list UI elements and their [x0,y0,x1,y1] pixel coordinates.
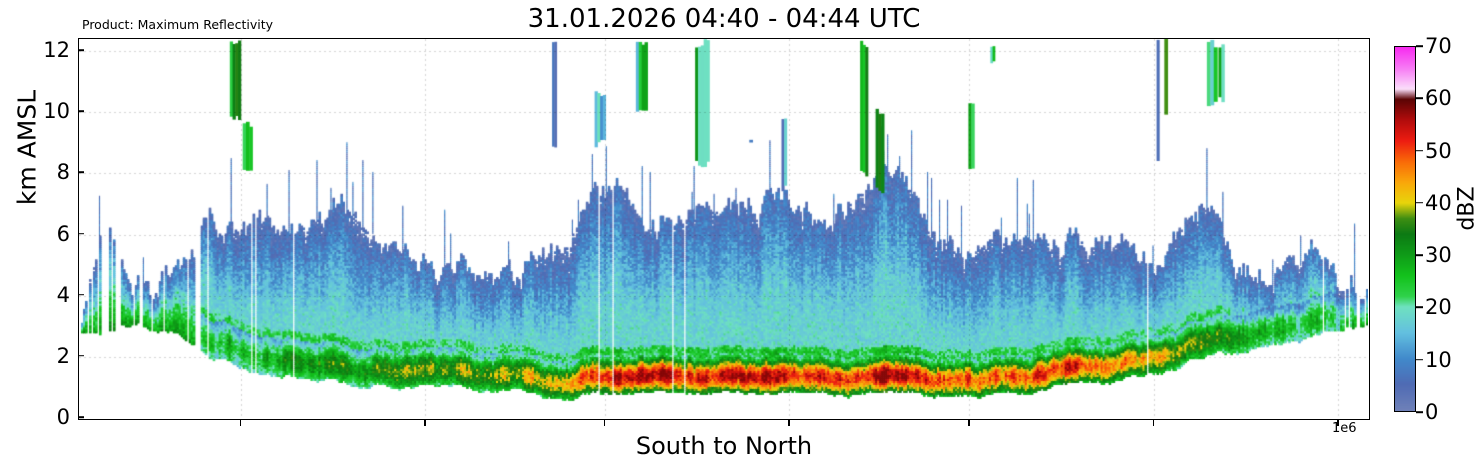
y-tick-mark [78,110,84,113]
x-tick-mark [424,420,426,426]
y-tick-mark [78,293,84,296]
x-tick-mark [788,420,790,426]
x-axis-offset-text: 1e6 [1332,421,1357,436]
product-annotation: Product: Maximum Reflectivity [82,17,274,32]
colorbar-tick-label: 30 [1425,243,1452,268]
colorbar-label: dBZ [1454,186,1480,231]
y-tick-label: 6 [56,221,70,246]
page-title: 31.01.2026 04:40 - 04:44 UTC [527,4,921,34]
colorbar-tick-label: 0 [1425,400,1439,424]
y-tick-label: 10 [43,99,70,124]
colorbar-tick-label: 40 [1425,190,1452,215]
colorbar-tick-label: 20 [1425,295,1452,320]
y-tick-label: 0 [56,405,70,429]
plot-area[interactable] [78,38,1370,420]
y-tick-mark [78,232,84,235]
colorbar-tick-mark [1416,306,1423,309]
y-tick-label: 12 [43,38,70,63]
reflectivity-heatmap [79,39,1368,418]
colorbar-tick-mark [1416,97,1423,100]
colorbar-tick-mark [1416,411,1423,413]
y-tick-mark [78,49,84,52]
x-tick-mark [1337,420,1339,426]
colorbar-tick-mark [1416,45,1423,47]
colorbar-gradient [1395,47,1415,411]
x-tick-mark [967,420,970,426]
colorbar-tick-label: 50 [1425,138,1452,163]
x-axis-label: South to North [635,432,813,460]
colorbar-tick-label: 10 [1425,347,1452,372]
y-axis-ticks: 0 2 4 6 8 10 12 [18,38,70,429]
x-tick-mark [1152,420,1155,426]
colorbar-tick-label: 60 [1425,86,1452,111]
y-tick-label: 8 [56,160,70,185]
x-tick-mark [603,420,606,426]
y-tick-mark [78,355,84,357]
colorbar-tick-mark [1416,149,1423,152]
colorbar-tick-label: 70 [1425,34,1452,58]
x-tick-mark [239,420,242,426]
y-tick-mark [78,171,84,174]
colorbar-tick-mark [1416,358,1423,361]
colorbar-tick-mark [1416,254,1423,256]
y-tick-label: 4 [56,282,70,307]
y-tick-mark [78,416,84,418]
colorbar-tick-mark [1416,202,1423,204]
colorbar[interactable] [1394,46,1416,412]
y-tick-label: 2 [56,343,70,368]
